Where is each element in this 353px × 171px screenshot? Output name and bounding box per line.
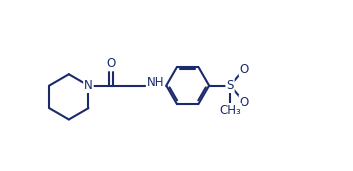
Text: N: N bbox=[84, 79, 93, 92]
Text: O: O bbox=[240, 63, 249, 76]
Text: O: O bbox=[240, 96, 249, 109]
Text: CH₃: CH₃ bbox=[219, 104, 241, 117]
Text: S: S bbox=[226, 79, 234, 92]
Text: O: O bbox=[106, 57, 116, 70]
Text: NH: NH bbox=[147, 76, 164, 89]
